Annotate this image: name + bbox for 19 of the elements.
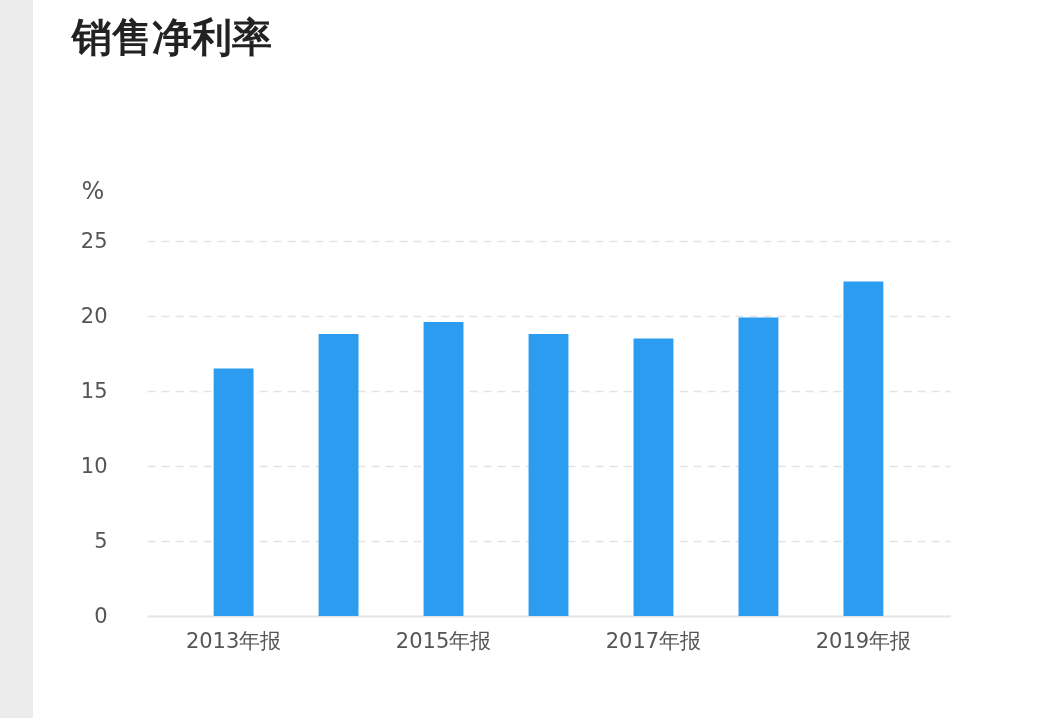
bar [213, 368, 254, 616]
y-axis-title: % [81, 176, 105, 205]
bar [633, 338, 674, 616]
bar [738, 317, 779, 616]
y-tick-label: 10 [80, 453, 108, 478]
y-tick-label: 20 [80, 303, 108, 328]
y-tick-label: 25 [80, 228, 108, 253]
bar [423, 322, 464, 616]
bar [318, 334, 359, 616]
x-tick-label: 2015年报 [395, 628, 492, 653]
y-tick-label: 0 [94, 603, 108, 628]
chart-title: 销售净利率 [70, 14, 272, 60]
x-tick-label: 2017年报 [605, 628, 702, 653]
bar [528, 334, 569, 616]
y-tick-label: 5 [94, 528, 108, 553]
bar [843, 281, 884, 616]
y-tick-label: 15 [80, 378, 108, 403]
x-tick-label: 2013年报 [185, 628, 282, 653]
x-tick-label: 2019年报 [815, 628, 912, 653]
